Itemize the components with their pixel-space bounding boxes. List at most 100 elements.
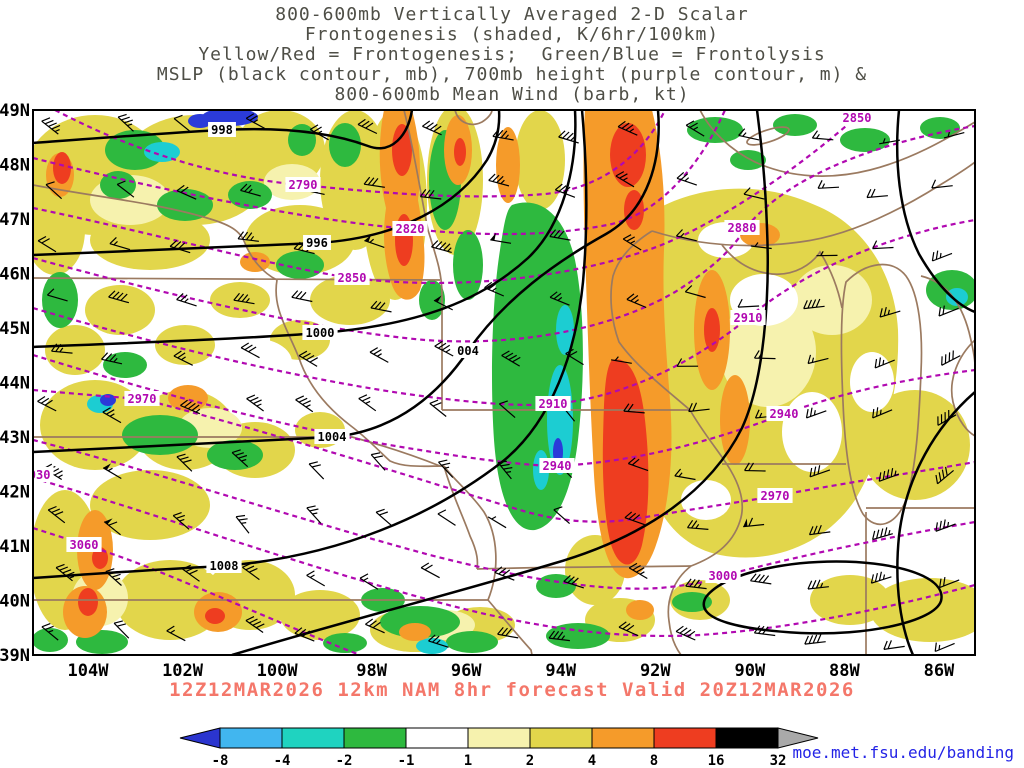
- contour-label: 1008: [210, 559, 239, 573]
- wind-barb: [804, 634, 826, 645]
- x-tick-label: 100W: [257, 661, 299, 681]
- wind-barb: [743, 187, 765, 200]
- wind-barb: [943, 131, 965, 139]
- wind-barb: [102, 407, 122, 424]
- wind-barb: [549, 229, 571, 241]
- wind-barb: [488, 173, 510, 187]
- y-tick-label: 47N: [0, 210, 30, 230]
- wind-barb: [754, 409, 777, 419]
- wind-barb: [622, 234, 642, 251]
- wind-barb: [492, 129, 514, 141]
- wind-barb: [166, 625, 186, 642]
- wind-barb: [560, 402, 576, 422]
- wind-barb: [180, 399, 201, 415]
- wind-barb: [807, 579, 829, 590]
- wind-barb: [883, 640, 905, 650]
- west-orange-band: [379, 110, 425, 300]
- wind-barb: [298, 350, 318, 367]
- wind-barb: [879, 306, 901, 318]
- wind-barb: [744, 462, 766, 472]
- wind-barb: [878, 468, 900, 482]
- wind-barb: [549, 291, 570, 306]
- colorbar-segment: [653, 727, 717, 749]
- contour-label: 2940: [770, 407, 799, 421]
- wind-barb: [176, 293, 197, 307]
- colorbar-tick-label: 2: [526, 753, 534, 768]
- colorbar-tick-label: -8: [212, 753, 229, 768]
- y-tick-label: 40N: [0, 592, 30, 612]
- wind-barb: [743, 517, 765, 528]
- y-tick-label: 45N: [0, 319, 30, 339]
- map-frame: [32, 109, 976, 656]
- frontogenesis-shading: [33, 110, 975, 654]
- wind-barb: [497, 460, 513, 480]
- wind-barb: [627, 457, 649, 472]
- wind-barb: [563, 574, 584, 589]
- contour-label-bg: [314, 429, 350, 444]
- wind-barb: [370, 452, 386, 471]
- wind-barb: [874, 357, 895, 369]
- wind-barb: [375, 508, 393, 527]
- contour-label-bg: [766, 406, 802, 421]
- height-contours: [33, 110, 975, 655]
- contour-label-bg: [302, 325, 338, 340]
- wind-barb: [675, 625, 696, 641]
- wind-barb: [615, 171, 635, 188]
- wind-barb: [369, 347, 389, 363]
- colorbar-tick-label: -4: [274, 753, 291, 768]
- wind-barb: [866, 188, 888, 199]
- contour-label-bg: [535, 396, 571, 411]
- x-tick-label: 98W: [356, 661, 387, 681]
- wind-barb: [101, 352, 123, 365]
- x-axis-labels: 104W 102W 100W 98W 96W 94W 92W 90W 88W 86W: [68, 661, 956, 681]
- contour-label-bg: [454, 343, 482, 358]
- wind-barb: [246, 394, 264, 412]
- wind-barb: [431, 240, 452, 253]
- wind-barb-pennant: [743, 518, 748, 527]
- wind-barb: [805, 407, 827, 419]
- wind-barb: [484, 281, 505, 297]
- wind-barb: [939, 577, 960, 589]
- wind-barb: [364, 238, 385, 248]
- wind-barb: [182, 564, 200, 582]
- wind-barb: [231, 449, 249, 468]
- wind-barb: [309, 124, 329, 141]
- wind-barb: [240, 342, 260, 359]
- title-line: 800-600mb Mean Wind (barb, kt): [334, 84, 690, 105]
- wind-barb: [109, 236, 131, 251]
- colorbar-segment: [343, 727, 407, 749]
- red-core: [602, 359, 649, 565]
- wind-barb: [113, 620, 130, 639]
- wind-barb: [687, 519, 709, 530]
- wind-barb-pennant: [490, 232, 496, 241]
- colorbar-segment: [529, 727, 593, 749]
- wind-barb: [422, 120, 442, 136]
- contour-label: 1000: [306, 326, 335, 340]
- wind-barb: [306, 570, 326, 587]
- wind-barb: [172, 512, 190, 530]
- contour-label: 1004: [318, 430, 347, 444]
- wind-barb: [610, 356, 632, 364]
- mslp-contours: [33, 110, 975, 655]
- colorbar-arrow-right: [777, 727, 819, 749]
- state-borders: [33, 110, 975, 655]
- y-tick-label: 43N: [0, 428, 30, 448]
- wind-barb: [931, 179, 953, 189]
- colorbar-tick-label: -2: [336, 753, 353, 768]
- contour-label-bg: [705, 568, 741, 583]
- title-line: Frontogenesis (shaded, K/6hr/100km): [304, 24, 720, 45]
- wind-barb: [173, 350, 193, 366]
- wind-barb: [872, 240, 894, 250]
- wind-barb: [750, 242, 772, 250]
- wind-barb: [556, 459, 573, 479]
- wind-barb: [934, 642, 955, 653]
- contour-label-bg: [206, 558, 242, 573]
- credit-link[interactable]: moe.met.fsu.edu/banding: [792, 743, 1014, 762]
- wind-barb: [685, 120, 705, 137]
- colorbar-tick-label: 1: [464, 753, 472, 768]
- contour-label: 3030: [22, 468, 51, 482]
- wind-barb: [169, 239, 191, 254]
- contour-label-bg: [724, 220, 760, 235]
- wind-barb: [41, 623, 59, 641]
